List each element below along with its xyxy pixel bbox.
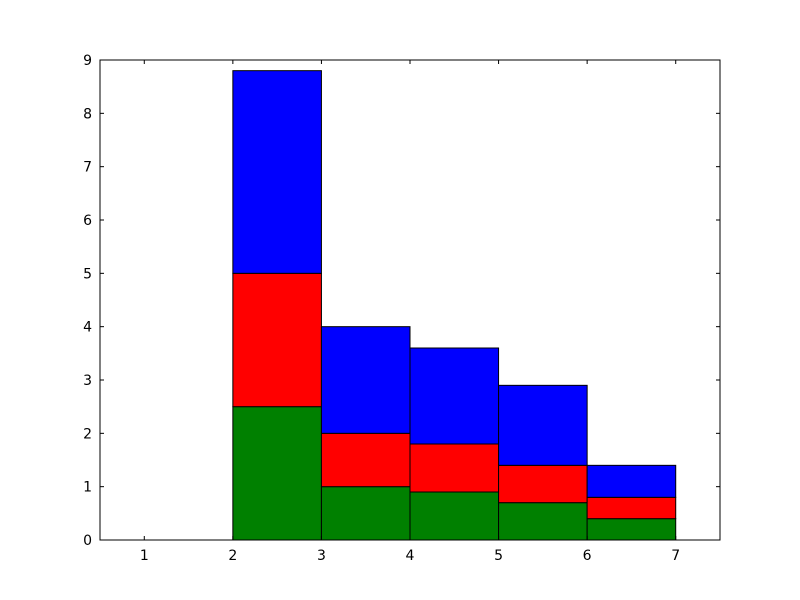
x-tick-label: 3 [317, 548, 326, 564]
bar-segment [320, 432, 411, 488]
bar-segment [586, 464, 677, 498]
bar-segment [498, 502, 588, 541]
bar-segment [409, 491, 500, 541]
y-tick-label: 3 [83, 373, 92, 389]
bar-segment [498, 464, 588, 504]
x-tick-label: 1 [140, 548, 149, 564]
x-tick-label: 2 [228, 548, 237, 564]
y-tick-label: 9 [83, 53, 92, 69]
y-tick-label: 6 [83, 213, 92, 229]
bar-segment [586, 496, 677, 520]
plot-area [232, 70, 677, 541]
y-tick-label: 8 [83, 106, 92, 122]
y-tick-label: 0 [83, 533, 92, 549]
y-tick-label: 1 [83, 480, 92, 496]
y-tick-label: 7 [83, 160, 92, 176]
bar-segment [586, 518, 677, 541]
y-tick-label: 4 [83, 320, 92, 336]
bar-segment [409, 443, 500, 493]
bar-segment [498, 384, 588, 466]
x-tick-label: 6 [583, 548, 592, 564]
y-tick-label: 2 [83, 426, 92, 442]
x-tick-label: 7 [671, 548, 680, 564]
bar-segment [320, 326, 411, 434]
y-tick-label: 5 [83, 266, 92, 282]
bar-segment [232, 406, 322, 541]
x-tick-label: 4 [406, 548, 415, 564]
x-tick-label: 5 [494, 548, 503, 564]
bar-segment [409, 347, 500, 445]
bar-segment [320, 486, 411, 541]
bar-segment [232, 70, 322, 274]
bar-segment [232, 272, 322, 408]
